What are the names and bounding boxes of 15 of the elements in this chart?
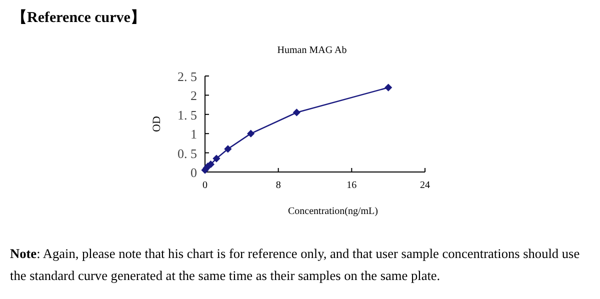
text: Note: Again, please note that his chart is for reference only, and that user sample concentrations should use the standard curve generated at the same time as their samples on the same plate. [10,246,580,283]
y-tick-label: 2. 5 [178,69,197,84]
x-tick-label: 16 [346,180,357,191]
y-tick-label: 1. 5 [178,107,197,122]
x-tick-label: 24 [420,180,430,191]
y-axis-title: OD [151,116,163,132]
y-tick-label: 2 [190,88,197,104]
chart-subtitle: Human MAG Ab [277,45,347,56]
y-tick-label: 0. 5 [178,146,197,161]
y-tick-label: 1 [190,126,197,142]
y-tick-label: 0 [190,165,197,180]
text: 【Reference curve】 [12,8,146,27]
x-tick-label: 8 [276,180,281,191]
x-tick-label: 0 [202,180,208,191]
x-axis-title: Concentration(ng/mL) [288,206,378,217]
